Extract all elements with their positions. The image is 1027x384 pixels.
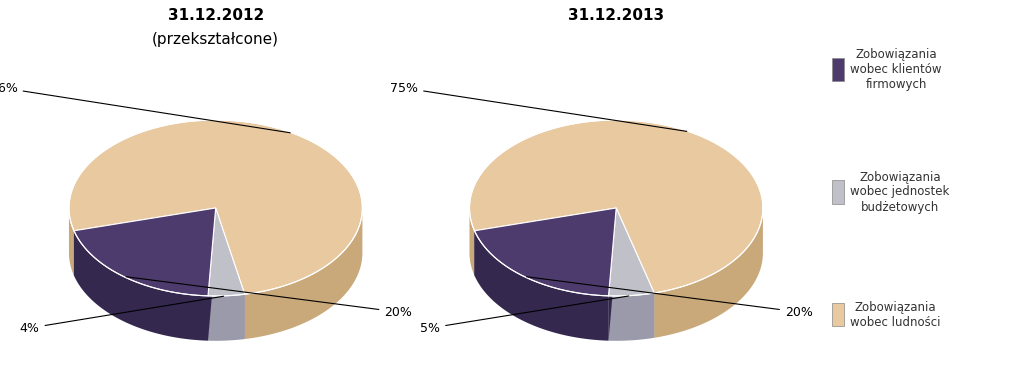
Polygon shape: [616, 208, 654, 338]
Text: 31.12.2013: 31.12.2013: [568, 8, 664, 23]
Polygon shape: [474, 231, 609, 341]
Text: 76%: 76%: [0, 81, 291, 133]
Polygon shape: [474, 208, 616, 276]
Polygon shape: [208, 208, 216, 341]
Polygon shape: [69, 120, 363, 294]
Polygon shape: [244, 208, 363, 339]
Polygon shape: [208, 208, 244, 296]
Bar: [832, 58, 844, 81]
Text: Zobowiązania
wobec klientów
firmowych: Zobowiązania wobec klientów firmowych: [850, 48, 942, 91]
Polygon shape: [609, 293, 654, 341]
Text: Zobowiązania
wobec ludności: Zobowiązania wobec ludności: [850, 301, 941, 329]
Text: 75%: 75%: [390, 81, 687, 131]
Polygon shape: [69, 208, 74, 276]
Polygon shape: [469, 120, 763, 293]
Polygon shape: [74, 208, 216, 276]
Polygon shape: [609, 208, 654, 296]
Text: 4%: 4%: [20, 296, 224, 334]
Text: Zobowiązania
wobec jednostek
budżetowych: Zobowiązania wobec jednostek budżetowych: [850, 170, 950, 214]
Polygon shape: [616, 208, 654, 338]
Polygon shape: [208, 294, 244, 341]
Text: (przekształcone): (przekształcone): [152, 32, 279, 47]
Polygon shape: [74, 208, 216, 296]
Polygon shape: [609, 208, 616, 341]
Bar: [832, 303, 844, 326]
Polygon shape: [74, 231, 208, 341]
Polygon shape: [74, 208, 216, 276]
Text: 31.12.2012: 31.12.2012: [167, 8, 264, 23]
Polygon shape: [474, 208, 616, 276]
Polygon shape: [216, 208, 244, 339]
Polygon shape: [216, 208, 244, 339]
Text: 20%: 20%: [126, 277, 412, 318]
Polygon shape: [609, 208, 616, 341]
Polygon shape: [474, 208, 616, 296]
Text: 20%: 20%: [527, 277, 812, 318]
Polygon shape: [654, 209, 763, 338]
Polygon shape: [469, 209, 474, 276]
Bar: [832, 180, 844, 204]
Polygon shape: [208, 208, 216, 341]
Text: 5%: 5%: [420, 296, 629, 334]
